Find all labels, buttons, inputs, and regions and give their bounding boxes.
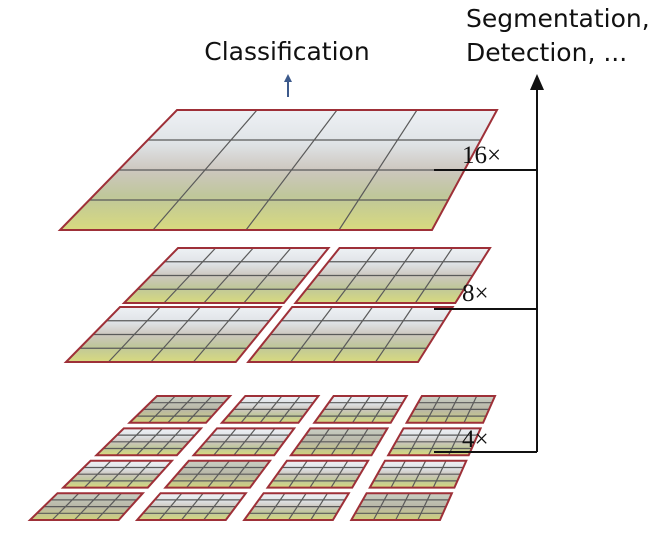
stage-4x-patch-5 bbox=[191, 427, 297, 457]
stage-4x-patch-5-border bbox=[191, 427, 297, 457]
stage-4x-patch-12-grid-line bbox=[96, 492, 122, 521]
stage-4x-patch-10-border bbox=[265, 459, 370, 489]
stage-4x-patch-7 bbox=[386, 427, 483, 457]
stage-8x-patch-3-border bbox=[246, 306, 455, 363]
stage-4x-patch-10-grid-line bbox=[330, 460, 349, 488]
scale-label-8x: 8× bbox=[462, 280, 489, 307]
stage-4x-patch-5-grid-line bbox=[253, 428, 276, 456]
stage-4x-patch-6-border bbox=[288, 427, 390, 457]
stage-4x-patch-12 bbox=[27, 492, 146, 521]
stage-8x-patch-3 bbox=[246, 306, 455, 363]
scale-label-4x: 4× bbox=[462, 426, 489, 453]
tasks-label-line1: Segmentation, bbox=[466, 4, 650, 33]
stage-4x-patch-3 bbox=[404, 395, 497, 424]
stage-4x-patch-8 bbox=[60, 459, 175, 489]
tasks-label-line2: Detection, ... bbox=[466, 38, 627, 67]
stage-16x-layer bbox=[57, 109, 499, 231]
stage-8x-patch-2-grid-line bbox=[192, 306, 241, 363]
stage-4x-patch-9 bbox=[163, 459, 272, 489]
stage-8x-patch-2-border bbox=[63, 306, 283, 363]
stage-8x-patch-1-grid-line bbox=[414, 247, 453, 304]
scale-label-16x: 16× bbox=[462, 142, 501, 169]
stage-8x-patch-2 bbox=[63, 306, 283, 363]
stage-4x-patch-13-grid-line bbox=[203, 492, 225, 521]
stage-4x-patch-14-grid-line bbox=[310, 492, 329, 521]
stage-8x-patch-3-grid-line bbox=[375, 306, 414, 363]
stage-4x-patch-0 bbox=[127, 395, 233, 424]
stage-4x-patch-14-border bbox=[242, 492, 351, 521]
stage-4x-patch-2-border bbox=[312, 395, 409, 424]
stage-4x-patch-7-border bbox=[386, 427, 483, 457]
stage-4x-patch-13-border bbox=[134, 492, 248, 521]
stage-4x-patch-14 bbox=[242, 492, 351, 521]
stage-16x-patch-0 bbox=[57, 109, 499, 231]
stage-4x-patch-4-grid-line bbox=[156, 427, 183, 456]
stage-8x-layer bbox=[63, 247, 492, 363]
stage-4x-patch-6-grid-line bbox=[350, 428, 369, 456]
stage-4x-patch-11 bbox=[368, 459, 468, 489]
stage-8x-patch-0-grid-line bbox=[243, 247, 292, 304]
stage-4x-patch-2-grid-line bbox=[371, 395, 389, 424]
stage-4x-patch-1-border bbox=[219, 395, 321, 424]
stage-4x-patch-6 bbox=[288, 427, 390, 457]
stage-4x-patch-13 bbox=[134, 492, 248, 521]
stage-4x-patch-0-border bbox=[127, 395, 233, 424]
stage-4x-patch-2 bbox=[312, 395, 409, 424]
stage-4x-patch-12-border bbox=[27, 492, 146, 521]
stage-4x-patch-1-grid-line bbox=[278, 395, 301, 424]
stage-4x-layer bbox=[27, 395, 497, 521]
classification-arrowhead bbox=[284, 74, 292, 82]
stage-4x-patch-11-border bbox=[368, 459, 468, 489]
classification-label: Classification bbox=[204, 37, 369, 66]
stage-16x-patch-0-border bbox=[57, 109, 499, 231]
stage-4x-patch-15-border bbox=[349, 492, 454, 521]
stage-4x-patch-4-border bbox=[93, 427, 204, 457]
stage-4x-patch-1 bbox=[219, 395, 321, 424]
stage-4x-patch-9-border bbox=[163, 459, 272, 489]
stage-4x-patch-15 bbox=[349, 492, 454, 521]
stage-4x-patch-0-grid-line bbox=[186, 395, 213, 424]
output-arrowhead bbox=[530, 74, 544, 90]
stage-8x-patch-1 bbox=[293, 247, 492, 304]
stage-4x-patch-3-border bbox=[404, 395, 497, 424]
stage-4x-patch-8-grid-line bbox=[126, 460, 153, 489]
stage-4x-patch-11-grid-line bbox=[432, 460, 447, 488]
stage-4x-patch-7-grid-line bbox=[448, 428, 462, 456]
stage-4x-patch-3-grid-line bbox=[463, 395, 478, 424]
stage-4x-patch-15-grid-line bbox=[417, 492, 432, 521]
stage-4x-patch-9-grid-line bbox=[228, 460, 251, 488]
stage-4x-patch-10 bbox=[265, 459, 370, 489]
stage-8x-patch-0-border bbox=[121, 247, 331, 304]
stage-4x-patch-8-border bbox=[60, 459, 175, 489]
stage-8x-patch-0 bbox=[121, 247, 331, 304]
stage-4x-patch-4 bbox=[93, 427, 204, 457]
stage-16x-patch-0-grid-line bbox=[338, 109, 418, 231]
stage-8x-patch-1-border bbox=[293, 247, 492, 304]
